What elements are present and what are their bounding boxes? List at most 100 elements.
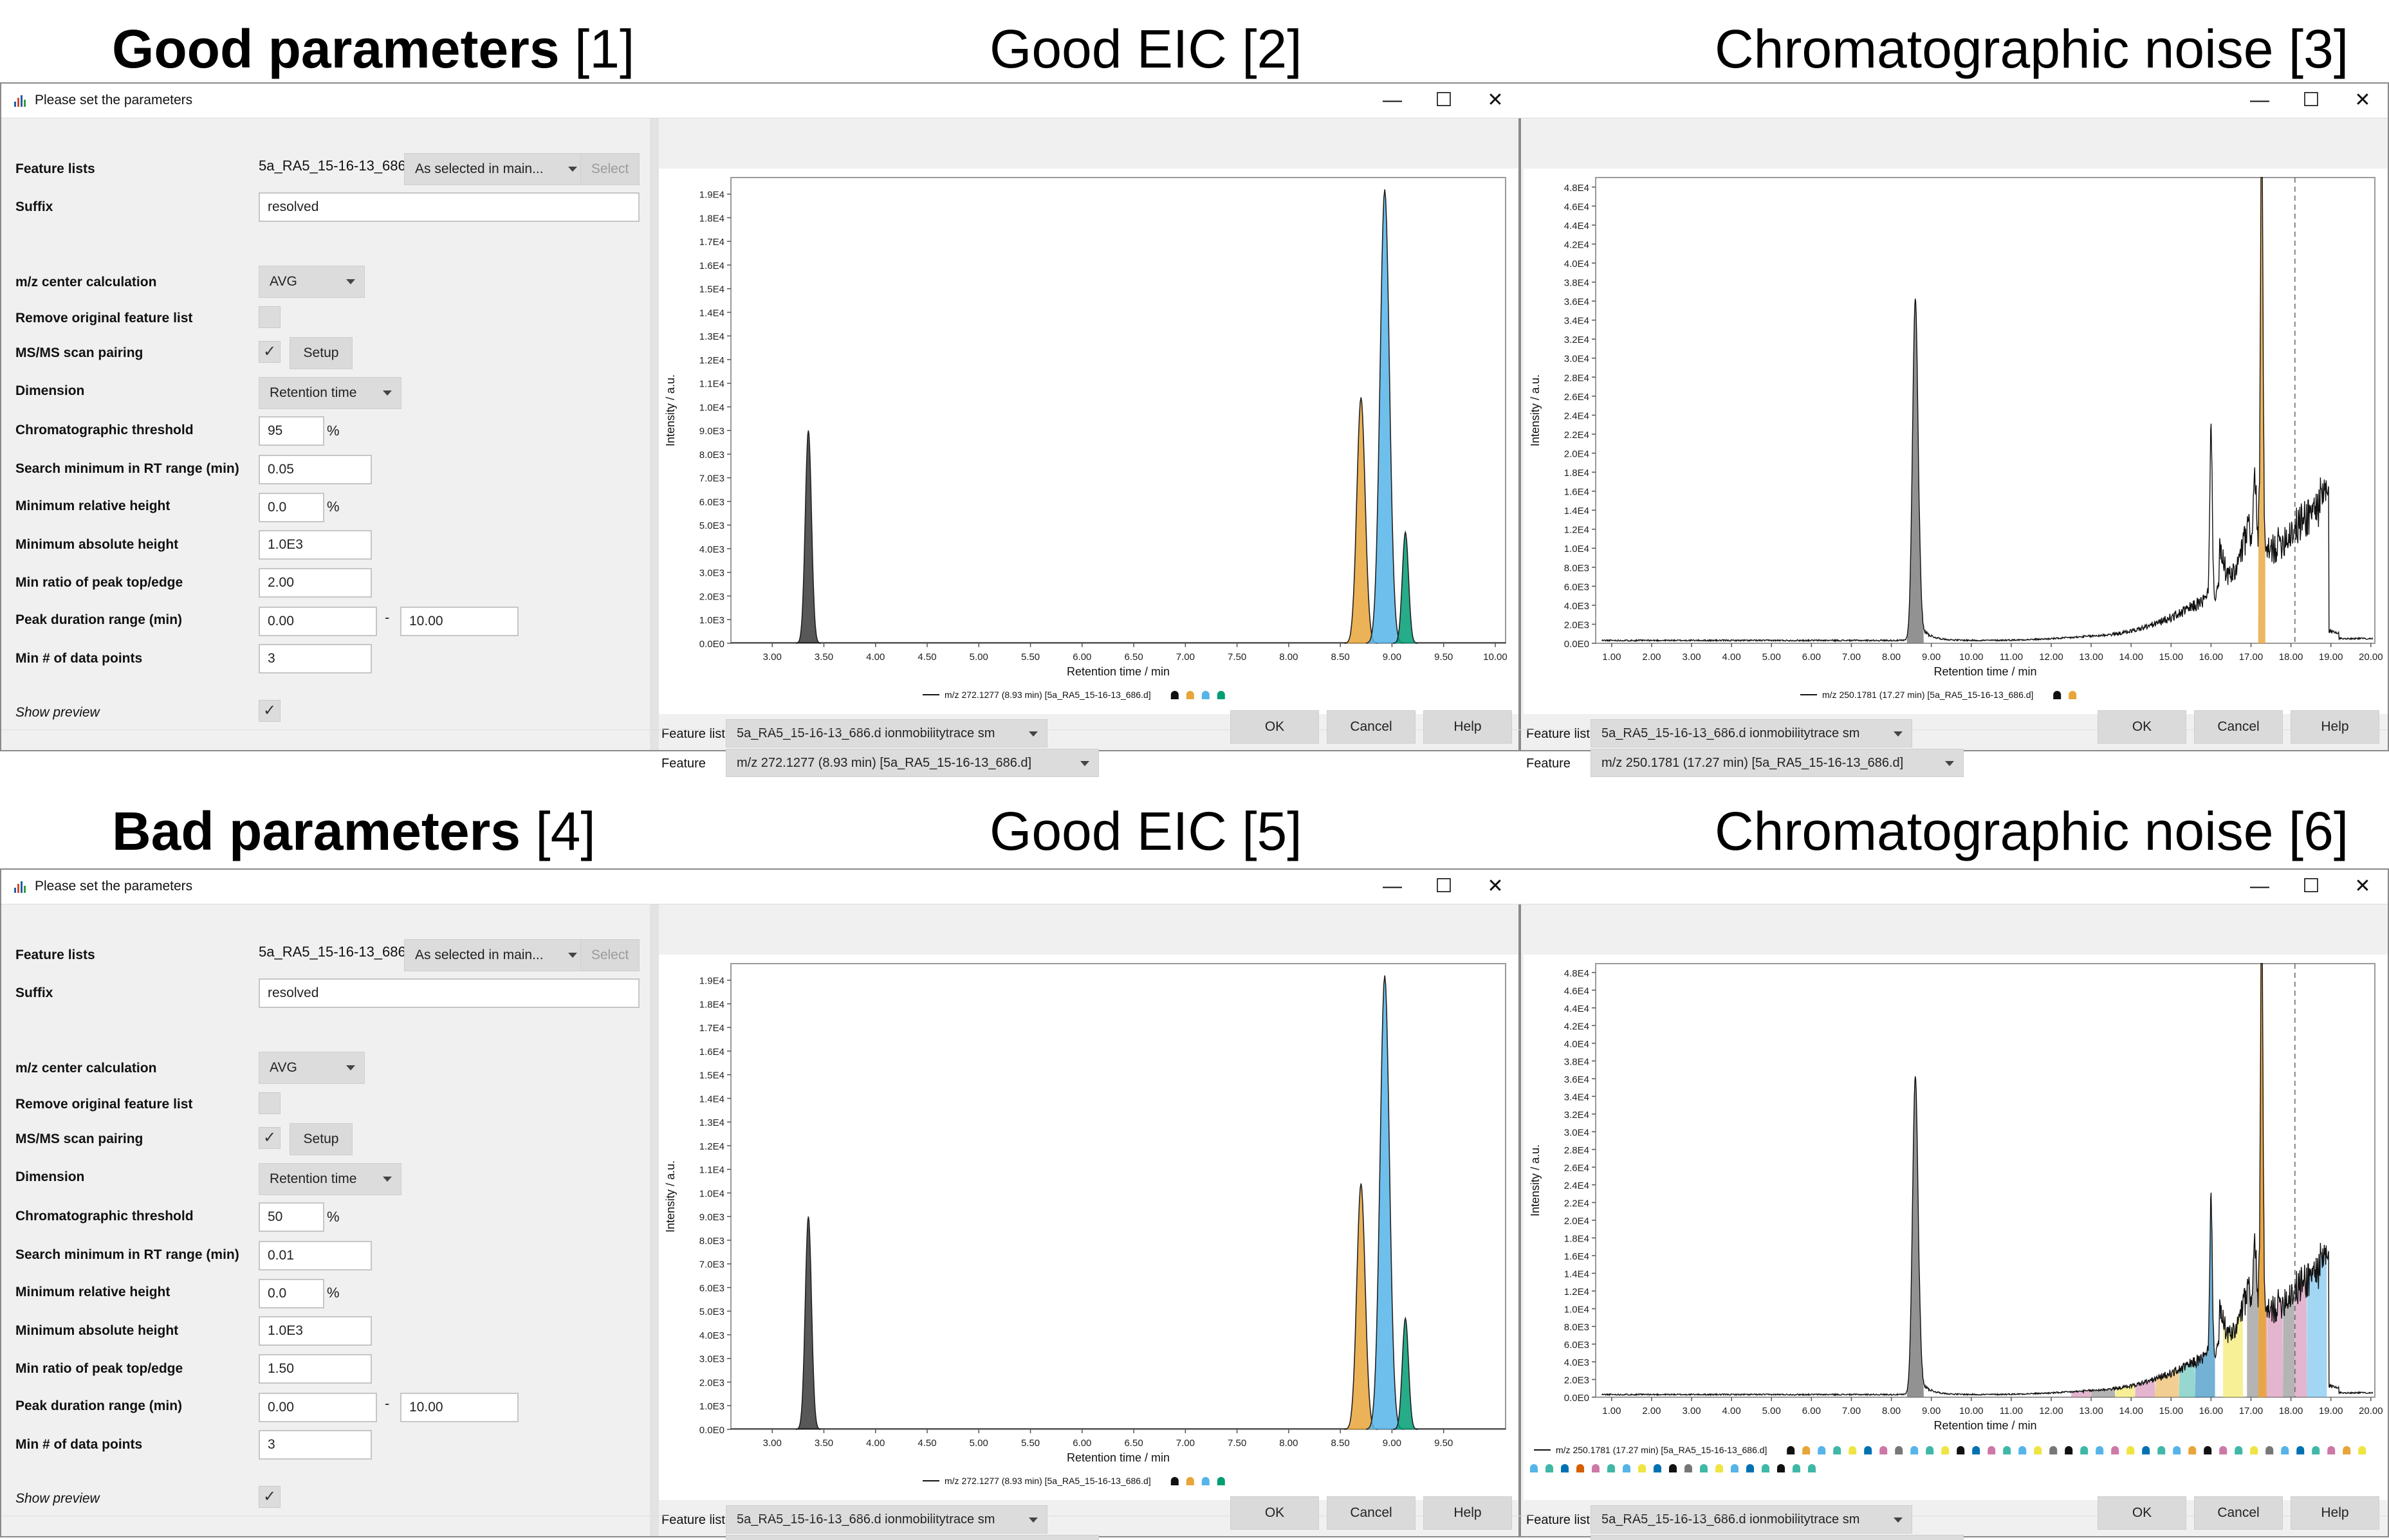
min-ratio-input[interactable]: 2.00 xyxy=(259,568,372,598)
parameter-dialog: Please set the parameters — ☐ ✕ — ☐ ✕ Fe… xyxy=(0,868,2389,1540)
eic-plot[interactable]: 0.0E0 1.0E3 2.0E3 3.0E3 4.0E3 5.0E3 6.0E3 7.0E3… xyxy=(659,169,1518,714)
eic-feature-list-combo[interactable]: 5a_RA5_15-16-13_686.d ionmobilitytrace s… xyxy=(726,1505,1047,1534)
suffix-label: Suffix xyxy=(15,985,53,1000)
select-button[interactable]: Select xyxy=(580,939,640,971)
msms-setup-button[interactable]: Setup xyxy=(290,1123,353,1155)
x-tick-label: 15.00 xyxy=(2159,1406,2184,1416)
suffix-input[interactable]: resolved xyxy=(259,192,640,222)
ok-button[interactable]: OK xyxy=(1230,710,1319,744)
min-abs-height-input[interactable]: 1.0E3 xyxy=(259,530,372,560)
legend-swatch xyxy=(1818,1446,1826,1454)
noise-feature-combo[interactable]: m/z 250.1781 (17.27 min) [5a_RA5_15-16-1… xyxy=(1591,1535,1964,1540)
peak-duration-max-input[interactable]: 10.00 xyxy=(400,607,519,636)
heading-bad-parameters: Bad parameters [4] xyxy=(112,801,596,861)
trace-line xyxy=(1601,963,2374,1397)
y-tick-label: 4.0E4 xyxy=(1564,259,1589,270)
x-tick-label: 8.50 xyxy=(1331,652,1350,663)
noise-plot[interactable]: 0.0E0 2.0E3 4.0E3 6.0E3 8.0E3 1.0E4 1.2E4 1.4E4… xyxy=(1524,955,2388,1500)
min-rel-height-input[interactable]: 0.0 xyxy=(259,1279,324,1308)
noise-feature-list-combo[interactable]: 5a_RA5_15-16-13_686.d ionmobilitytrace s… xyxy=(1591,719,1912,747)
right-minimize-icon[interactable]: — xyxy=(2250,89,2269,111)
dimension-label: Dimension xyxy=(15,383,85,398)
mz-center-combo[interactable]: AVG xyxy=(259,1052,365,1084)
x-tick-label: 2.00 xyxy=(1642,652,1661,663)
min-rel-height-input[interactable]: 0.0 xyxy=(259,493,324,522)
y-tick-label: 4.0E3 xyxy=(699,1330,724,1341)
peak-duration-max-input[interactable]: 10.00 xyxy=(400,1393,519,1422)
legend-swatch xyxy=(2034,1446,2042,1454)
min-points-input[interactable]: 3 xyxy=(259,644,372,674)
legend-swatch xyxy=(2018,1446,2027,1454)
cancel-button[interactable]: Cancel xyxy=(2194,710,2283,744)
y-tick-label: 1.2E4 xyxy=(1564,525,1589,536)
left-minimize-icon[interactable]: — xyxy=(1383,89,1402,111)
eic-feature-list-combo[interactable]: 5a_RA5_15-16-13_686.d ionmobilitytrace s… xyxy=(726,719,1047,747)
x-tick-label: 2.00 xyxy=(1642,1406,1661,1416)
min-ratio-input[interactable]: 1.50 xyxy=(259,1354,372,1384)
mz-center-combo[interactable]: AVG xyxy=(259,266,365,298)
x-tick-label: 7.00 xyxy=(1176,1438,1195,1449)
x-axis-label: Retention time / min xyxy=(1933,665,2036,678)
search-min-input[interactable]: 0.05 xyxy=(259,455,372,484)
y-tick-label: 1.1E4 xyxy=(699,1165,724,1176)
right-close-icon[interactable]: ✕ xyxy=(2354,89,2371,111)
eic-feature-combo[interactable]: m/z 272.1277 (8.93 min) [5a_RA5_15-16-13… xyxy=(726,749,1099,777)
feature-lists-mode-combo[interactable]: As selected in main... xyxy=(404,153,587,185)
cancel-button[interactable]: Cancel xyxy=(1327,1496,1416,1530)
search-min-input[interactable]: 0.01 xyxy=(259,1241,372,1270)
chrom-threshold-input[interactable]: 50 xyxy=(259,1202,324,1232)
dimension-combo[interactable]: Retention time xyxy=(259,377,401,409)
right-close-icon[interactable]: ✕ xyxy=(2354,875,2371,897)
feature-lists-mode-combo[interactable]: As selected in main... xyxy=(404,939,587,971)
select-button[interactable]: Select xyxy=(580,153,640,185)
remove-original-checkbox[interactable] xyxy=(259,1092,281,1114)
remove-original-checkbox[interactable] xyxy=(259,306,281,328)
msms-pairing-checkbox[interactable]: ✓ xyxy=(259,341,281,363)
noise-plot[interactable]: 0.0E0 2.0E3 4.0E3 6.0E3 8.0E3 1.0E4 1.2E4 1.4E4… xyxy=(1524,169,2388,714)
splitter[interactable] xyxy=(650,118,659,750)
ok-button[interactable]: OK xyxy=(2098,1496,2186,1530)
chrom-threshold-label: Chromatographic threshold xyxy=(15,1209,194,1224)
peak-duration-label: Peak duration range (min) xyxy=(15,1398,183,1413)
eic-plot[interactable]: 0.0E0 1.0E3 2.0E3 3.0E3 4.0E3 5.0E3 6.0E3 7.0E3… xyxy=(659,955,1518,1500)
msms-setup-button[interactable]: Setup xyxy=(290,337,353,369)
help-button[interactable]: Help xyxy=(2291,1496,2379,1530)
x-tick-label: 7.00 xyxy=(1842,652,1861,663)
show-preview-checkbox[interactable]: ✓ xyxy=(259,1486,281,1508)
peak-duration-min-input[interactable]: 0.00 xyxy=(259,1393,377,1422)
ok-button[interactable]: OK xyxy=(1230,1496,1319,1530)
noise-feature-combo[interactable]: m/z 250.1781 (17.27 min) [5a_RA5_15-16-1… xyxy=(1591,749,1964,777)
x-tick-label: 10.00 xyxy=(1959,652,1984,663)
cancel-button[interactable]: Cancel xyxy=(2194,1496,2283,1530)
peak-duration-min-input[interactable]: 0.00 xyxy=(259,607,377,636)
legend-swatch xyxy=(1217,1477,1225,1485)
cancel-button[interactable]: Cancel xyxy=(1327,710,1416,744)
min-points-input[interactable]: 3 xyxy=(259,1430,372,1460)
left-maximize-icon[interactable]: ☐ xyxy=(1435,89,1453,111)
help-button[interactable]: Help xyxy=(1423,710,1512,744)
y-tick-label: 3.2E4 xyxy=(1564,335,1589,345)
help-button[interactable]: Help xyxy=(1423,1496,1512,1530)
suffix-input[interactable]: resolved xyxy=(259,978,640,1008)
min-abs-height-input[interactable]: 1.0E3 xyxy=(259,1316,372,1346)
noise-feature-list-combo[interactable]: 5a_RA5_15-16-13_686.d ionmobilitytrace s… xyxy=(1591,1505,1912,1534)
right-minimize-icon[interactable]: — xyxy=(2250,875,2269,897)
left-minimize-icon[interactable]: — xyxy=(1383,875,1402,897)
dimension-combo[interactable]: Retention time xyxy=(259,1163,401,1195)
chrom-threshold-input[interactable]: 95 xyxy=(259,416,324,446)
left-close-icon[interactable]: ✕ xyxy=(1487,875,1504,897)
show-preview-checkbox[interactable]: ✓ xyxy=(259,700,281,722)
x-tick-label: 4.00 xyxy=(866,1438,885,1449)
y-tick-label: 6.0E3 xyxy=(699,1283,724,1294)
msms-pairing-checkbox[interactable]: ✓ xyxy=(259,1127,281,1149)
help-button[interactable]: Help xyxy=(2291,710,2379,744)
y-tick-label: 3.2E4 xyxy=(1564,1110,1589,1121)
x-axis-label: Retention time / min xyxy=(1067,665,1170,678)
left-maximize-icon[interactable]: ☐ xyxy=(1435,875,1453,897)
eic-feature-combo[interactable]: m/z 272.1277 (8.93 min) [5a_RA5_15-16-13… xyxy=(726,1535,1099,1540)
ok-button[interactable]: OK xyxy=(2098,710,2186,744)
splitter[interactable] xyxy=(650,904,659,1536)
right-maximize-icon[interactable]: ☐ xyxy=(2302,875,2320,897)
left-close-icon[interactable]: ✕ xyxy=(1487,89,1504,111)
right-maximize-icon[interactable]: ☐ xyxy=(2302,89,2320,111)
